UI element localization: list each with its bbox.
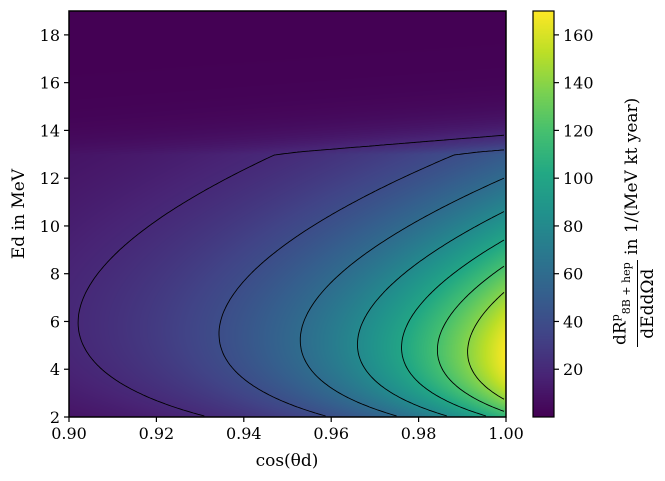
colorbar-tick-label: 140 xyxy=(563,74,594,93)
y-axis-label: Ed in MeV xyxy=(9,168,29,259)
colorbar-tick-label: 120 xyxy=(563,121,594,140)
x-tick-label: 0.98 xyxy=(401,424,437,443)
x-tick-label: 0.92 xyxy=(139,424,175,443)
y-tick-label: 2 xyxy=(50,408,60,427)
colorbar-frame xyxy=(532,10,555,418)
colorbar-label: dRp8B + hep dEddΩd in 1/(MeV kt year) xyxy=(606,98,658,347)
colorbar-label-denominator: dEddΩd xyxy=(638,268,659,339)
y-tick-label: 12 xyxy=(40,169,60,188)
colorbar-image xyxy=(533,11,554,417)
contour-lines xyxy=(77,134,505,417)
colorbar-tick-label: 40 xyxy=(563,312,583,331)
contour-line-60 xyxy=(299,177,505,417)
x-tick-label: 0.90 xyxy=(51,424,87,443)
x-tick-label: 0.96 xyxy=(313,424,349,443)
contour-line-80 xyxy=(356,211,505,417)
y-tick-label: 10 xyxy=(40,217,60,236)
x-axis-label: cos(θd) xyxy=(256,451,319,471)
heatmap-image xyxy=(69,11,506,417)
x-tick-label: 1.00 xyxy=(488,424,524,443)
colorbar-tick-label: 160 xyxy=(563,26,594,45)
y-tick-label: 14 xyxy=(40,121,60,140)
plot-frame xyxy=(68,10,507,418)
colorbar-tick-label: 20 xyxy=(563,360,583,379)
colorbar-tick-label: 60 xyxy=(563,265,583,284)
contour-line-40 xyxy=(218,149,505,417)
contour-line-100 xyxy=(401,239,505,417)
ticks-group: 0.90 0.92 0.94 0.96 0.98 1.00 2 4 6 8 10 12 14 16 18 20… xyxy=(40,26,594,443)
y-tick-label: 18 xyxy=(40,26,60,45)
x-tick-label: 0.94 xyxy=(226,424,262,443)
colorbar-tick-label: 80 xyxy=(563,217,583,236)
colorbar-label-fraction: dRp8B + hep dEddΩd xyxy=(606,260,658,347)
contour-line-20 xyxy=(77,134,505,417)
contour-line-140 xyxy=(467,292,505,400)
y-tick-label: 4 xyxy=(50,360,60,379)
y-tick-label: 16 xyxy=(40,74,60,93)
colorbar-label-numerator: dRp8B + hep xyxy=(606,260,639,347)
y-tick-label: 6 xyxy=(50,312,60,331)
colorbar-label-units: in 1/(MeV kt year) xyxy=(622,97,643,255)
contour-line-120 xyxy=(436,265,505,412)
colorbar-tick-label: 100 xyxy=(563,169,594,188)
y-tick-label: 8 xyxy=(50,265,60,284)
